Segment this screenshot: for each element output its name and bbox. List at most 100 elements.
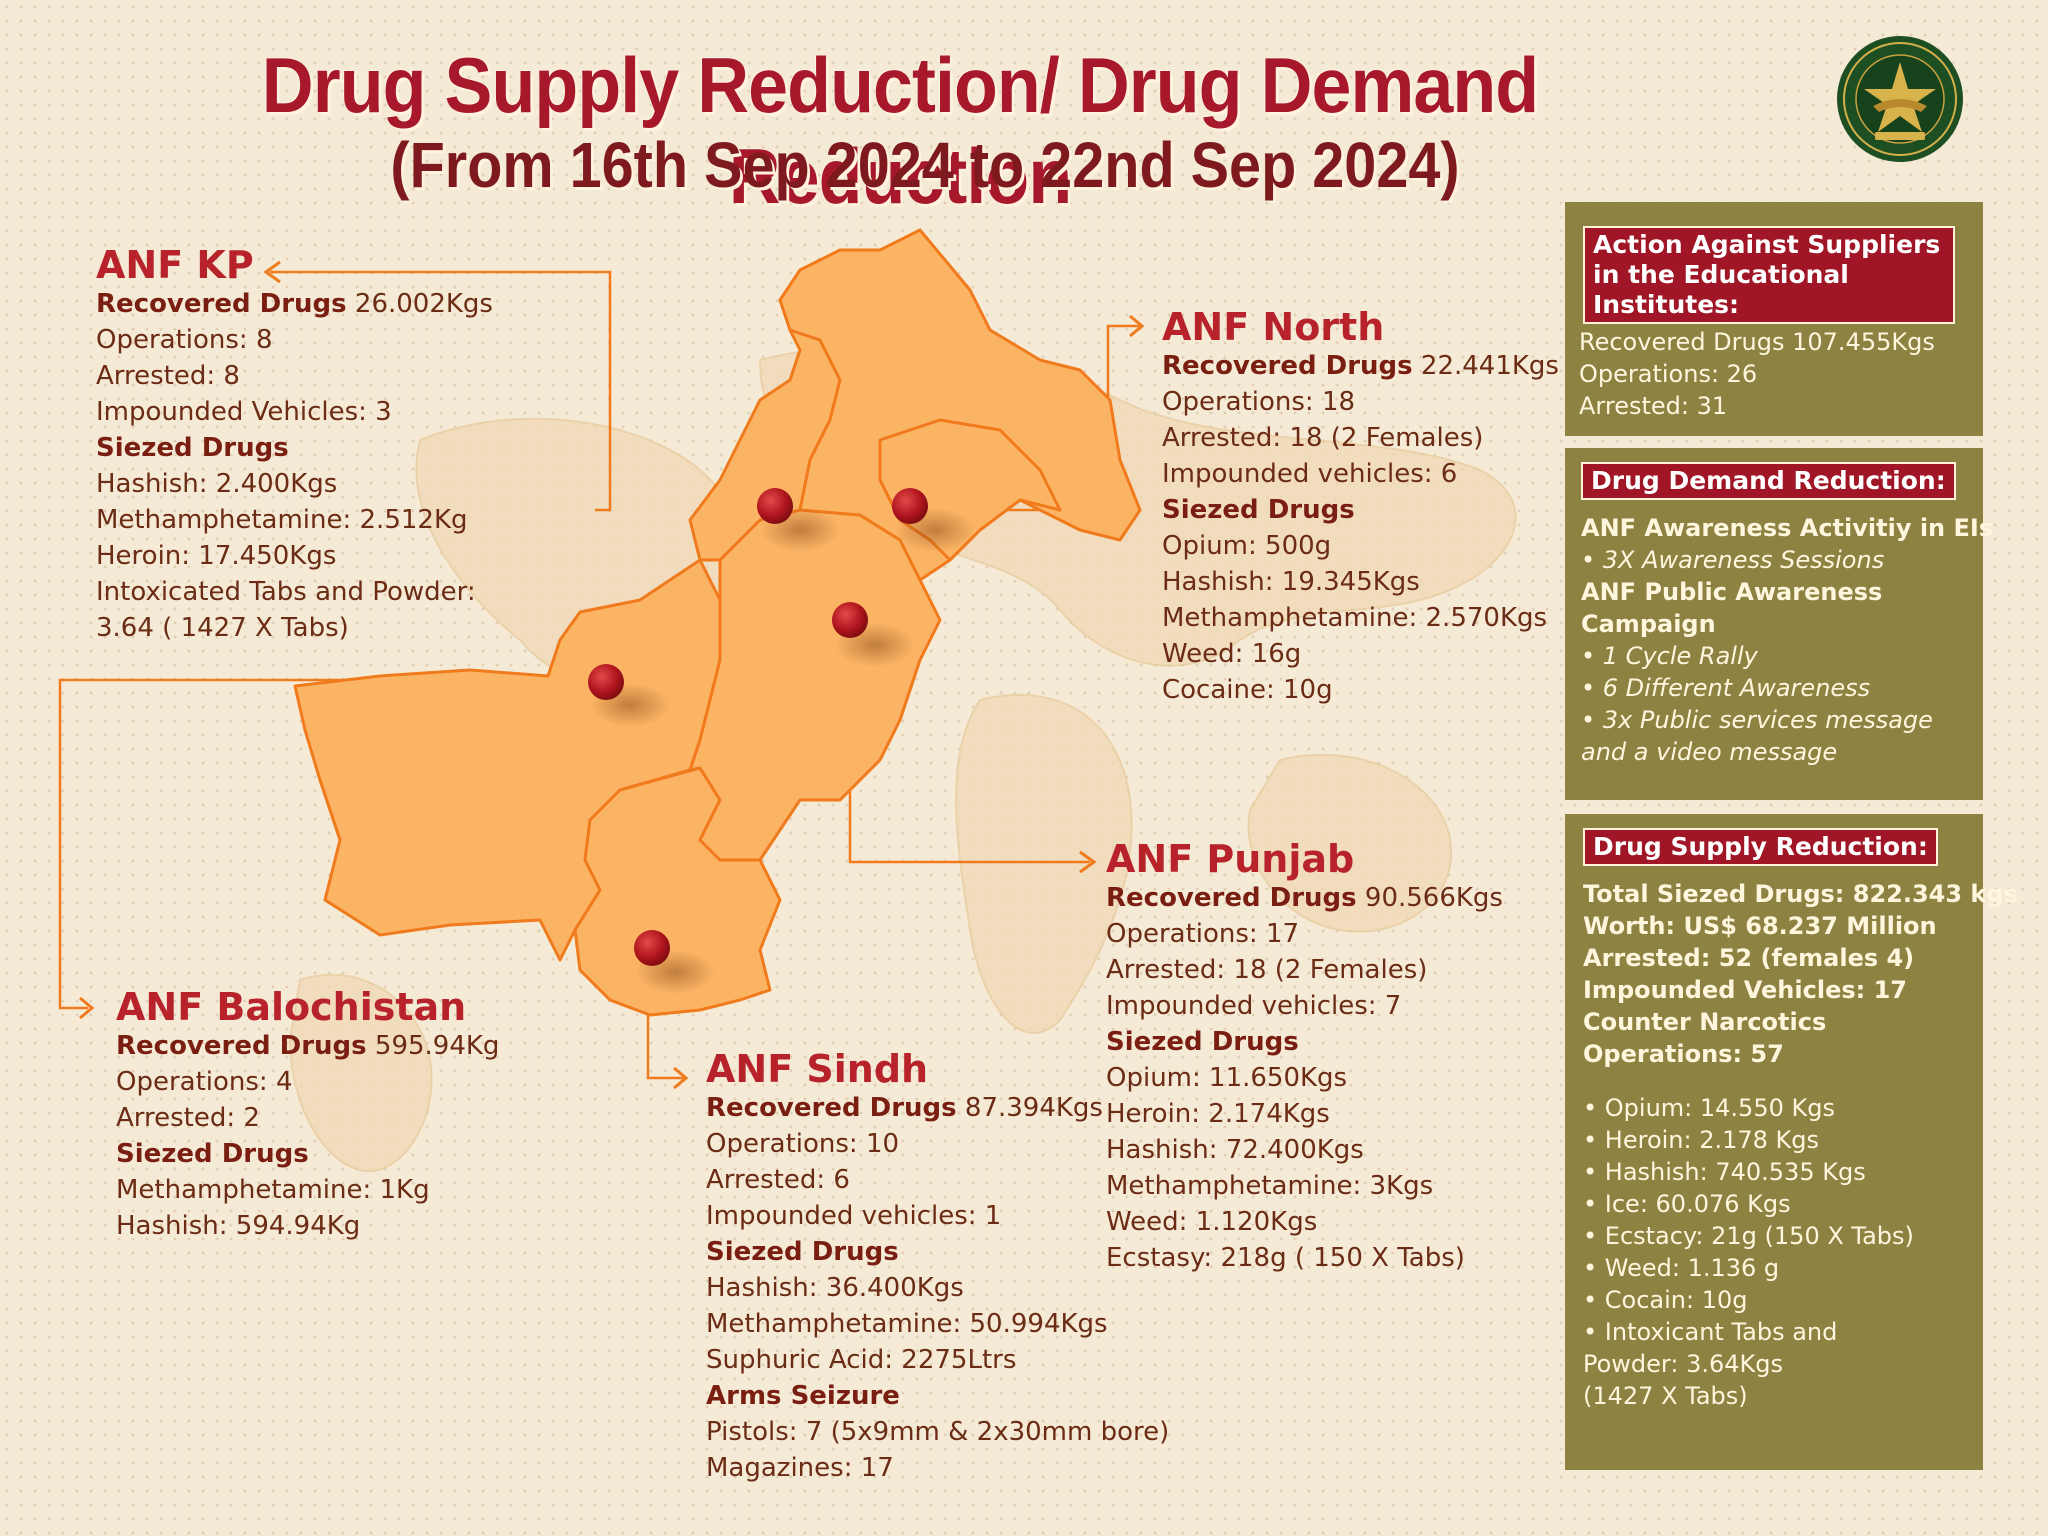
panel-line: and a video message [1581,738,1838,766]
drug-line: Ecstasy: 218g ( 150 X Tabs) [1106,1243,1465,1273]
marker-punjab [832,602,868,638]
drug-line: Weed: 16g [1162,639,1302,669]
seized-label: Siezed Drugs [1106,1027,1299,1057]
panel-line: Operations: 26 [1579,360,1758,388]
stat-line: Operations: 10 [706,1129,900,1159]
stat-line: Impounded vehicles: 6 [1162,459,1458,489]
page-title: Drug Supply Reduction/ Drug Demand Reduc… [261,41,1539,220]
drug-line: Weed: 1.120Kgs [1106,1207,1318,1237]
summary-line: Impounded Vehicles: 17 [1583,976,1907,1004]
panel-line: • 6 Different Awareness [1581,674,1871,702]
drug-line: 3.64 ( 1427 X Tabs) [96,613,349,643]
panel-line: • 3X Awareness Sessions [1581,546,1885,574]
drug-line: Heroin: 17.450Kgs [96,541,337,571]
seized-label: Siezed Drugs [706,1237,899,1267]
drug-line: Methamphetamine: 50.994Kgs [706,1309,1108,1339]
stat-line: Operations: 17 [1106,919,1300,949]
stat-line: Impounded vehicles: 1 [706,1201,1002,1231]
panel-suppliers: Action Against Suppliers in the Educatio… [1565,202,1983,436]
recovered-value: 90.566Kgs [1356,883,1503,913]
panel-supply-reduction: Drug Supply Reduction: Total Siezed Drug… [1565,814,2018,1470]
recovered-value: 26.002Kgs [346,289,493,319]
summary-line: Worth: US$ 68.237 Million [1583,912,1937,940]
panel-title: Drug Supply Reduction: [1583,828,1938,866]
summary-line: Operations: 57 [1583,1040,1784,1068]
drug-line: Methamphetamine: 2.512Kg [96,505,468,535]
drug-line: Hashish: 594.94Kg [116,1211,361,1241]
region-title: ANF KP [96,243,254,287]
panel-line: ANF Public Awareness [1581,578,1883,606]
panel-line: Campaign [1581,610,1716,638]
panel-line: • 3x Public services message [1581,706,1933,734]
anf-emblem-logo [1837,36,1963,162]
drug-line: Cocaine: 10g [1162,675,1333,705]
drug-line: Methamphetamine: 3Kgs [1106,1171,1434,1201]
marker-kp [757,488,793,524]
drug-item: • Ice: 60.076 Kgs [1583,1190,1791,1218]
drug-line: Methamphetamine: 2.570Kgs [1162,603,1548,633]
recovered-label: Recovered Drugs [96,289,347,319]
panel-line: Recovered Drugs 107.455Kgs [1579,328,1935,356]
drug-item: (1427 X Tabs) [1583,1382,1748,1410]
region-title: ANF Sindh [706,1047,929,1091]
marker-north [892,488,928,524]
panel-line: ANF Awareness Activitiy in EIs [1581,514,1994,542]
panel-demand-reduction: Drug Demand Reduction: ANF Awareness Act… [1565,448,1993,800]
drug-item: • Intoxicant Tabs and [1583,1318,1838,1346]
region-sindh-card: ANF Sindh Recovered Drugs 87.394Kgs Oper… [706,1048,1169,1486]
recovered-label: Recovered Drugs [1106,883,1357,913]
drug-item: • Hashish: 740.535 Kgs [1583,1158,1866,1186]
summary-line: Arrested: 52 (females 4) [1583,944,1915,972]
panel-line: Arrested: 31 [1579,392,1728,420]
arms-label: Arms Seizure [706,1381,900,1411]
seized-label: Siezed Drugs [116,1139,309,1169]
drug-line: Methamphetamine: 1Kg [116,1175,430,1205]
stat-line: Operations: 4 [116,1067,293,1097]
marker-balochistan [588,664,624,700]
region-north-card: ANF North Recovered Drugs 22.441Kgs Oper… [1162,306,1559,708]
stat-line: Impounded Vehicles: 3 [96,397,392,427]
recovered-label: Recovered Drugs [116,1031,367,1061]
arms-line: Magazines: 17 [706,1453,894,1483]
region-title: ANF North [1162,305,1385,349]
region-kp-card: ANF KP Recovered Drugs 26.002Kgs Operati… [96,244,493,646]
recovered-label: Recovered Drugs [706,1093,957,1123]
stat-line: Arrested: 18 (2 Females) [1162,423,1484,453]
panel-title: Drug Demand Reduction: [1581,462,1956,500]
seized-label: Siezed Drugs [96,433,289,463]
drug-item: • Opium: 14.550 Kgs [1583,1094,1835,1122]
recovered-value: 87.394Kgs [956,1093,1103,1123]
stat-line: Operations: 8 [96,325,273,355]
stat-line: Arrested: 6 [706,1165,850,1195]
drug-item: • Ecstacy: 21g (150 X Tabs) [1583,1222,1914,1250]
stat-line: Impounded vehicles: 7 [1106,991,1402,1021]
drug-line: Hashish: 72.400Kgs [1106,1135,1364,1165]
panel-line: • 1 Cycle Rally [1581,642,1758,670]
stat-line: Arrested: 8 [96,361,240,391]
region-balochistan-card: ANF Balochistan Recovered Drugs 595.94Kg… [116,986,499,1244]
stat-line: Arrested: 2 [116,1103,260,1133]
drug-item: • Weed: 1.136 g [1583,1254,1780,1282]
connector-arrowheads [79,260,1145,1090]
recovered-label: Recovered Drugs [1162,351,1413,381]
recovered-value: 595.94Kg [366,1031,500,1061]
punjab-region [688,508,942,862]
drug-line: Opium: 500g [1162,531,1332,561]
page-subtitle: (From 16th Sep 2024 to 22nd Sep 2024) [390,129,1460,201]
region-markers [588,488,975,994]
panel-title: Action Against Suppliers in the Educatio… [1583,226,1955,324]
summary-line: Total Siezed Drugs: 822.343 kgs [1583,880,2018,908]
pakistan-provinces [293,228,1142,1017]
stat-line: Operations: 18 [1162,387,1356,417]
seized-label: Siezed Drugs [1162,495,1355,525]
drug-line: Intoxicated Tabs and Powder: [96,577,476,607]
drug-line: Heroin: 2.174Kgs [1106,1099,1330,1129]
drug-line: Hashish: 36.400Kgs [706,1273,964,1303]
drug-item: Powder: 3.64Kgs [1583,1350,1784,1378]
stat-line: Arrested: 18 (2 Females) [1106,955,1428,985]
region-punjab-card: ANF Punjab Recovered Drugs 90.566Kgs Ope… [1106,838,1503,1276]
marker-sindh [634,930,670,966]
drug-line: Hashish: 19.345Kgs [1162,567,1420,597]
drug-line: Hashish: 2.400Kgs [96,469,338,499]
